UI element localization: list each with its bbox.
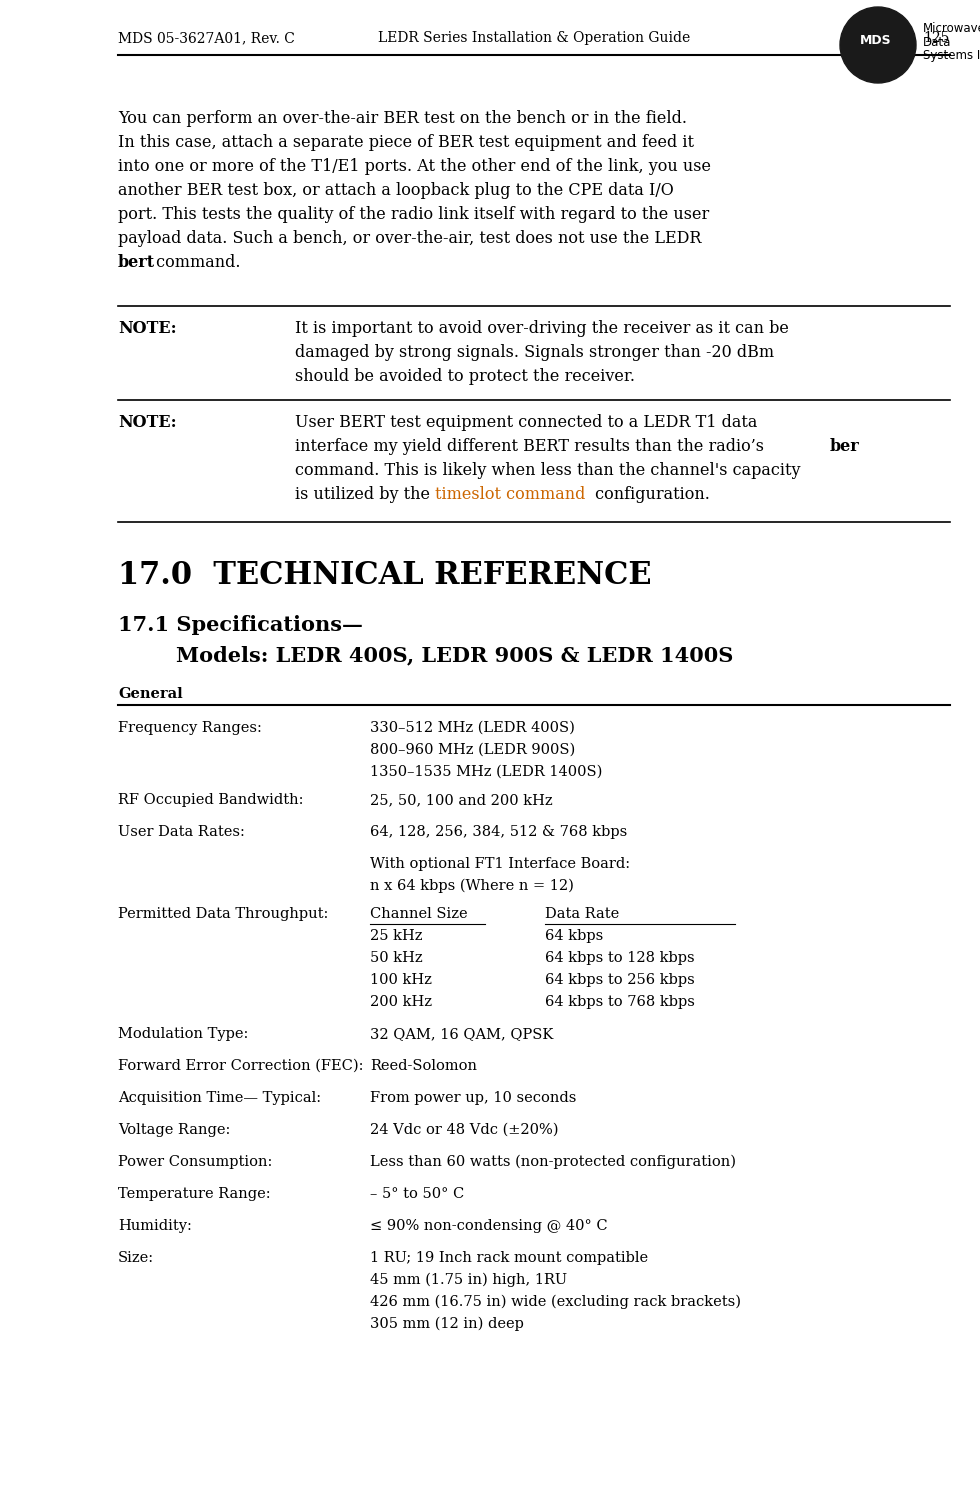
Text: Less than 60 watts (non-protected configuration): Less than 60 watts (non-protected config… xyxy=(370,1155,736,1170)
Text: 64 kbps: 64 kbps xyxy=(545,928,604,944)
Text: LEDR Series Installation & Operation Guide: LEDR Series Installation & Operation Gui… xyxy=(378,32,690,45)
Text: payload data. Such a bench, or over-the-air, test does not use the LEDR: payload data. Such a bench, or over-the-… xyxy=(118,230,702,248)
Text: NOTE:: NOTE: xyxy=(118,320,176,338)
Text: 64 kbps to 256 kbps: 64 kbps to 256 kbps xyxy=(545,974,695,987)
Text: General: General xyxy=(118,687,182,700)
Text: Frequency Ranges:: Frequency Ranges: xyxy=(118,722,262,735)
Text: 64 kbps to 128 kbps: 64 kbps to 128 kbps xyxy=(545,951,695,964)
Text: 64, 128, 256, 384, 512 & 768 kbps: 64, 128, 256, 384, 512 & 768 kbps xyxy=(370,825,627,839)
Text: Models: LEDR 400S, LEDR 900S & LEDR 1400S: Models: LEDR 400S, LEDR 900S & LEDR 1400… xyxy=(176,645,733,664)
Text: 800–960 MHz (LEDR 900S): 800–960 MHz (LEDR 900S) xyxy=(370,742,575,758)
Text: 25, 50, 100 and 200 kHz: 25, 50, 100 and 200 kHz xyxy=(370,794,553,807)
Text: port. This tests the quality of the radio link itself with regard to the user: port. This tests the quality of the radi… xyxy=(118,206,710,224)
Text: 17.0  TECHNICAL REFERENCE: 17.0 TECHNICAL REFERENCE xyxy=(118,560,652,591)
Text: Forward Error Correction (FEC):: Forward Error Correction (FEC): xyxy=(118,1059,364,1072)
Text: From power up, 10 seconds: From power up, 10 seconds xyxy=(370,1090,576,1106)
Text: 45 mm (1.75 in) high, 1RU: 45 mm (1.75 in) high, 1RU xyxy=(370,1274,567,1287)
Text: 25 kHz: 25 kHz xyxy=(370,928,422,944)
Text: 200 kHz: 200 kHz xyxy=(370,994,432,1010)
Text: Permitted Data Throughput:: Permitted Data Throughput: xyxy=(118,908,328,921)
Text: 50 kHz: 50 kHz xyxy=(370,951,422,964)
Text: command. This is likely when less than the channel's capacity: command. This is likely when less than t… xyxy=(295,462,801,478)
Text: 330–512 MHz (LEDR 400S): 330–512 MHz (LEDR 400S) xyxy=(370,722,575,735)
Text: interface my yield different BERT results than the radio’s: interface my yield different BERT result… xyxy=(295,438,769,454)
Text: You can perform an over-the-air BER test on the bench or in the field.: You can perform an over-the-air BER test… xyxy=(118,110,687,128)
Text: Power Consumption:: Power Consumption: xyxy=(118,1155,272,1168)
Text: bert: bert xyxy=(118,254,155,272)
Text: Systems Inc.: Systems Inc. xyxy=(923,48,980,62)
Text: NOTE:: NOTE: xyxy=(118,414,176,430)
Text: 17.1 Specifications—: 17.1 Specifications— xyxy=(118,615,363,634)
Text: 125: 125 xyxy=(923,32,950,45)
Text: Humidity:: Humidity: xyxy=(118,1220,192,1233)
Text: ber: ber xyxy=(830,438,859,454)
Circle shape xyxy=(840,8,916,82)
Text: MDS: MDS xyxy=(860,34,892,48)
Text: With optional FT1 Interface Board:: With optional FT1 Interface Board: xyxy=(370,856,630,871)
Text: 24 Vdc or 48 Vdc (±20%): 24 Vdc or 48 Vdc (±20%) xyxy=(370,1124,559,1137)
Text: User BERT test equipment connected to a LEDR T1 data: User BERT test equipment connected to a … xyxy=(295,414,758,430)
Text: Acquisition Time— Typical:: Acquisition Time— Typical: xyxy=(118,1090,321,1106)
Text: Data Rate: Data Rate xyxy=(545,908,619,921)
Text: n x 64 kbps (Where n = 12): n x 64 kbps (Where n = 12) xyxy=(370,879,574,894)
Text: into one or more of the T1/E1 ports. At the other end of the link, you use: into one or more of the T1/E1 ports. At … xyxy=(118,158,711,176)
Text: Size:: Size: xyxy=(118,1251,154,1264)
Text: Modulation Type:: Modulation Type: xyxy=(118,1028,248,1041)
Text: Channel Size: Channel Size xyxy=(370,908,467,921)
Text: Microwave: Microwave xyxy=(923,22,980,36)
Text: 1 RU; 19 Inch rack mount compatible: 1 RU; 19 Inch rack mount compatible xyxy=(370,1251,648,1264)
Text: 32 QAM, 16 QAM, QPSK: 32 QAM, 16 QAM, QPSK xyxy=(370,1028,554,1041)
Text: 64 kbps to 768 kbps: 64 kbps to 768 kbps xyxy=(545,994,695,1010)
Text: ≤ 90% non-condensing @ 40° C: ≤ 90% non-condensing @ 40° C xyxy=(370,1220,608,1233)
Text: 1350–1535 MHz (LEDR 1400S): 1350–1535 MHz (LEDR 1400S) xyxy=(370,765,603,778)
Text: In this case, attach a separate piece of BER test equipment and feed it: In this case, attach a separate piece of… xyxy=(118,134,694,152)
Text: RF Occupied Bandwidth:: RF Occupied Bandwidth: xyxy=(118,794,304,807)
Text: Voltage Range:: Voltage Range: xyxy=(118,1124,230,1137)
Text: 426 mm (16.75 in) wide (excluding rack brackets): 426 mm (16.75 in) wide (excluding rack b… xyxy=(370,1294,741,1310)
Text: timeslot command: timeslot command xyxy=(435,486,585,502)
Text: is utilized by the: is utilized by the xyxy=(295,486,435,502)
Text: 100 kHz: 100 kHz xyxy=(370,974,432,987)
Text: – 5° to 50° C: – 5° to 50° C xyxy=(370,1186,465,1202)
Text: Temperature Range:: Temperature Range: xyxy=(118,1186,270,1202)
Text: configuration.: configuration. xyxy=(590,486,710,502)
Text: command.: command. xyxy=(151,254,240,272)
Text: damaged by strong signals. Signals stronger than -20 dBm: damaged by strong signals. Signals stron… xyxy=(295,344,774,362)
Text: It is important to avoid over-driving the receiver as it can be: It is important to avoid over-driving th… xyxy=(295,320,789,338)
Text: User Data Rates:: User Data Rates: xyxy=(118,825,245,839)
Text: Reed-Solomon: Reed-Solomon xyxy=(370,1059,477,1072)
Text: another BER test box, or attach a loopback plug to the CPE data I/O: another BER test box, or attach a loopba… xyxy=(118,182,673,200)
Text: MDS 05-3627A01, Rev. C: MDS 05-3627A01, Rev. C xyxy=(118,32,295,45)
Text: Data: Data xyxy=(923,36,952,48)
Text: 305 mm (12 in) deep: 305 mm (12 in) deep xyxy=(370,1317,524,1332)
Text: should be avoided to protect the receiver.: should be avoided to protect the receive… xyxy=(295,368,635,386)
